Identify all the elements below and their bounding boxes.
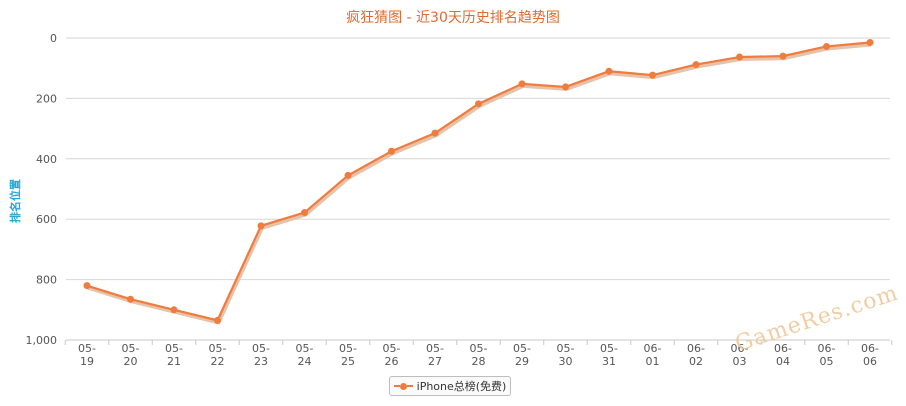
x-tick-label: 05-30 [557,342,575,368]
x-tick-label: 06-04 [774,342,792,368]
y-tick-label: 200 [36,92,57,105]
chart-title: 疯狂猜图 - 近30天历史排名趋势图 [346,10,560,26]
y-tick-label: 1,000 [26,334,58,347]
data-point [518,80,526,88]
x-tick-label: 06-01 [644,342,662,368]
legend-label: iPhone总榜(免费) [416,380,507,393]
series-line [86,41,871,322]
data-point [736,53,743,61]
x-tick-label: 05-28 [470,342,488,368]
legend-item-series-0[interactable]: iPhone总榜(免费) [389,376,511,396]
x-tick-label: 06-06 [861,342,879,368]
data-point [301,209,308,217]
x-tick-label: 06-05 [818,342,836,368]
x-tick-label: 05-26 [383,342,401,368]
data-point [692,61,700,69]
y-tick-label: 0 [50,32,57,45]
x-tick-label: 05-24 [296,342,314,368]
data-point [170,306,178,314]
y-tick-label: 800 [36,274,57,287]
data-point [475,100,482,108]
legend-marker-icon [393,382,413,390]
data-point [83,282,91,290]
data-point [605,67,613,75]
y-tick-label: 600 [36,213,57,226]
x-tick-label: 05-23 [252,342,270,368]
data-point [127,295,134,303]
x-tick-label: 05-19 [78,342,96,368]
data-point [344,171,352,179]
data-point [779,52,787,60]
data-point [562,83,569,91]
data-point [431,129,439,137]
x-tick-label: 06-03 [731,342,749,368]
x-tick-label: 06-02 [687,342,705,368]
x-tick-label: 05-21 [165,342,183,368]
x-tick-label: 05-25 [339,342,357,368]
x-tick-label: 05-27 [426,342,444,368]
data-point [649,71,656,79]
y-tick-label: 400 [36,153,57,166]
series-line-shadow [87,42,872,325]
data-point [388,147,395,155]
x-tick-label: 05-29 [513,342,531,368]
data-point [257,222,265,230]
x-tick-label: 05-31 [600,342,618,368]
data-point [214,316,221,324]
x-tick-label: 05-22 [209,342,227,368]
data-point [823,42,830,50]
x-tick-label: 05-20 [122,342,140,368]
data-point [866,39,874,47]
